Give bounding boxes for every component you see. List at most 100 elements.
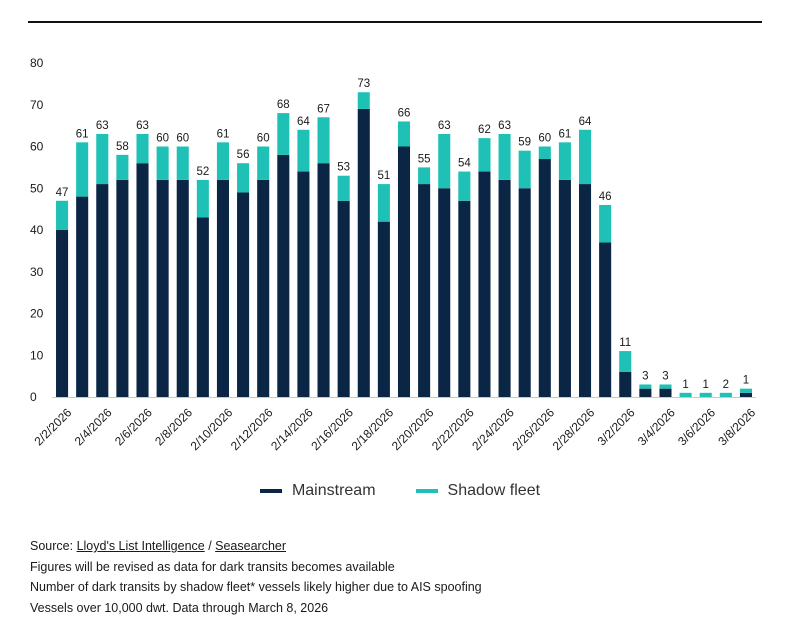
bar-mainstream [639,388,652,397]
data-label-total: 53 [337,162,350,174]
bar-mainstream [578,184,592,397]
bar-mainstream [56,230,69,397]
legend-swatch-shadow-fleet [415,489,438,493]
y-tick-label: 40 [30,223,44,237]
data-label-total: 54 [458,158,471,170]
bar-mainstream [257,179,270,397]
bar-shadow-fleet [659,384,672,389]
x-tick-label: 3/6/2026 [675,405,718,448]
data-label-total: 61 [217,128,230,140]
bar-shadow-fleet [397,121,411,147]
bar-mainstream [136,163,149,397]
data-label-total: 1 [682,379,688,391]
y-tick-label: 20 [30,307,44,321]
data-label-total: 67 [317,103,330,115]
bar-shadow-fleet [498,133,511,180]
bar-shadow-fleet [76,142,89,197]
x-tick-label: 2/26/2026 [509,405,557,453]
chart-notes: Source: Lloyd's List Intelligence / Seas… [30,536,482,618]
bar-shadow-fleet [679,392,692,397]
bar-shadow-fleet [337,175,350,201]
x-tick-label: 2/20/2026 [389,405,437,453]
source-link-seasearcher[interactable]: Seasearcher [215,539,287,553]
bar-shadow-fleet [639,384,652,389]
x-tick-label: 2/10/2026 [188,405,236,453]
data-label-total: 63 [438,120,451,132]
bar-shadow-fleet [297,129,310,172]
bar-shadow-fleet [116,154,129,180]
data-label-total: 68 [277,99,290,111]
bar-mainstream [317,163,330,397]
data-label-total: 56 [237,149,250,161]
x-tick-label: 2/6/2026 [112,405,155,448]
bar-shadow-fleet [237,163,250,193]
x-tick-label: 2/4/2026 [72,405,115,448]
legend-item-mainstream: Mainstream [259,482,376,500]
data-label-total: 60 [538,133,551,145]
bar-mainstream [116,179,129,397]
bar-mainstream [397,146,411,397]
data-label-total: 64 [297,116,310,128]
legend: Mainstream Shadow fleet [0,482,800,500]
bar-mainstream [357,108,370,398]
bar-shadow-fleet [216,142,230,180]
bar-mainstream [599,242,612,397]
bar-mainstream [237,192,250,397]
bar-mainstream [739,392,752,397]
data-label-total: 11 [619,337,631,349]
bar-shadow-fleet [478,138,491,172]
y-tick-label: 70 [30,98,44,112]
bar-mainstream [176,179,189,397]
bar-shadow-fleet [558,142,571,180]
bar-shadow-fleet [277,113,290,155]
data-label-total: 51 [377,170,390,182]
data-label-total: 52 [196,166,209,178]
data-label-total: 66 [398,107,411,119]
note-revision: Figures will be revised as data for dark… [30,559,395,574]
y-tick-label: 10 [30,348,44,362]
data-label-total: 1 [743,375,749,387]
source-separator: / [204,539,216,553]
source-link-lloyds[interactable]: Lloyd's List Intelligence [76,539,205,553]
y-tick-label: 60 [30,140,44,154]
x-tick-label: 2/28/2026 [550,405,598,453]
bar-shadow-fleet [739,388,752,393]
stacked-bar-chart: 0 10 20 30 40 50 60 70 80 47 61 63 58 63 60 60 52 61 56 60 6… [30,56,759,453]
x-tick-label: 2/14/2026 [268,405,316,453]
bar-shadow-fleet [418,167,431,185]
data-label-total: 3 [642,370,648,382]
bar-mainstream [478,171,491,397]
x-tick-label: 3/2/2026 [595,405,638,448]
x-tick-label: 3/4/2026 [635,405,678,448]
data-label-total: 47 [56,187,69,199]
data-label-total: 61 [76,128,89,140]
legend-swatch-mainstream [259,489,282,493]
bar-shadow-fleet [619,351,632,372]
bar-mainstream [337,200,350,397]
bar-mainstream [216,179,230,397]
y-tick-label: 80 [30,56,44,70]
bar-mainstream [538,159,551,397]
bar-mainstream [458,200,471,397]
y-tick-label: 0 [30,390,37,404]
x-tick-label: 2/12/2026 [228,405,276,453]
data-label-total: 59 [518,137,531,149]
note-vessel-threshold: Vessels over 10,000 dwt. Data through Ma… [30,600,329,615]
y-tick-label: 30 [30,265,44,279]
x-tick-label: 3/8/2026 [715,405,758,448]
bar-shadow-fleet [438,133,451,189]
data-label-total: 60 [176,133,189,145]
x-tick-label: 2/2/2026 [31,405,74,448]
bar-shadow-fleet [699,392,712,397]
data-label-total: 2 [723,379,729,391]
data-label-total: 46 [599,191,612,203]
bar-shadow-fleet [317,117,330,164]
data-label-total: 62 [478,124,491,136]
legend-item-shadow-fleet: Shadow fleet [415,482,540,500]
data-label-total: 63 [136,120,149,132]
bar-mainstream [659,388,672,397]
bar-shadow-fleet [56,200,69,230]
bar-mainstream [498,179,511,397]
data-label-total: 3 [662,370,668,382]
data-label-total: 58 [116,141,129,153]
